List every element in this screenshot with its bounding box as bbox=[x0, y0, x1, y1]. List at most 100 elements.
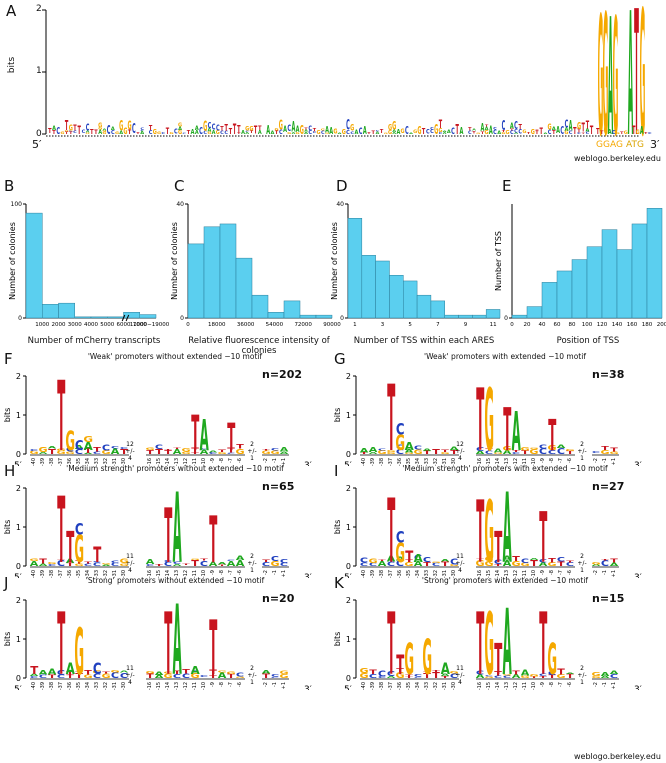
panel-a-letter-T: T bbox=[439, 119, 443, 132]
logo-position-label: -9 bbox=[540, 570, 546, 575]
panel-g-letter: G bbox=[334, 350, 346, 368]
logo-base-letter: T bbox=[485, 447, 493, 452]
logo-five-prime: 5′ bbox=[14, 461, 22, 466]
sequence-logo-H: 0 1 2 bits -40 -39 -38 -37 -36 -35 -34 -33 -32 -31 -30… bbox=[3, 478, 312, 578]
logo-base-letter: G bbox=[145, 670, 154, 674]
logo-position-label: -37 bbox=[58, 570, 64, 578]
panel-a-letter-C: C bbox=[430, 129, 434, 135]
logo-position-label: -16 bbox=[147, 458, 153, 466]
logo-base-letter: T bbox=[566, 673, 574, 679]
logo-base-letter: A bbox=[66, 558, 75, 565]
panel-a-letter-T: T bbox=[472, 130, 475, 135]
logo-ytick: 0 bbox=[16, 562, 21, 571]
logo-base-letter: T bbox=[405, 559, 413, 563]
logo-base-letter: T bbox=[539, 676, 547, 679]
bar-D-7 bbox=[444, 314, 459, 319]
panel-a-letter-T: T bbox=[371, 130, 375, 135]
logo-base-letter: G bbox=[386, 452, 396, 455]
logo-base-letter: G bbox=[145, 447, 155, 451]
logo-base-letter: C bbox=[102, 444, 110, 453]
panel-a-letter-A: A bbox=[510, 121, 514, 131]
panel-a-letter-G: G bbox=[279, 118, 283, 134]
logo-base-letter: G bbox=[226, 670, 235, 674]
logo-base-letter: A bbox=[262, 670, 271, 675]
panel-a-letter-C: C bbox=[548, 130, 552, 136]
logo-five-prime: 5′ bbox=[14, 573, 22, 578]
logo-base-letter: G bbox=[565, 449, 575, 452]
panel-a-ytick-1: 1 bbox=[36, 66, 42, 76]
logo-base-letter: G bbox=[404, 452, 413, 454]
logo-base-letter: T bbox=[432, 670, 440, 673]
panel-a-letter-T: T bbox=[518, 123, 522, 131]
logo-three-prime: 3′ bbox=[634, 573, 642, 578]
panel-a-letter-G: G bbox=[531, 128, 535, 136]
logo-ytick: 2 bbox=[346, 484, 351, 493]
logo-position-label: -38 bbox=[49, 682, 55, 690]
logo-base-letter: G bbox=[74, 563, 83, 567]
logo-three-prime: 3′ bbox=[634, 461, 642, 466]
logo-base-letter: A bbox=[521, 669, 530, 678]
logo-base-letter: T bbox=[548, 674, 556, 679]
panel-a-letter-A: A bbox=[291, 132, 295, 135]
logo-base-letter: A bbox=[227, 560, 237, 568]
logo-ylabel: bits bbox=[333, 632, 342, 647]
logo-base-letter: C bbox=[539, 559, 547, 564]
histogram-C: 0 40 Number of colonies 0 18000 36000 54000 720… bbox=[170, 201, 341, 328]
logo-position-label: -13 bbox=[174, 682, 180, 690]
logo-base-letter: T bbox=[236, 444, 245, 451]
logo-base-letter: A bbox=[530, 558, 540, 561]
logo-position-label: -15 bbox=[156, 570, 162, 578]
logo-base-letter: C bbox=[280, 559, 288, 565]
logo-position-label: -33 bbox=[94, 570, 100, 578]
logo-base-letter: A bbox=[111, 447, 120, 456]
logo-conserved-T: T bbox=[476, 484, 484, 578]
logo-base-letter: C bbox=[164, 561, 172, 567]
logo-base-letter: C bbox=[378, 676, 386, 679]
bar-E-2 bbox=[541, 282, 558, 319]
logo-ytick: 1 bbox=[346, 523, 351, 532]
bar-D-0 bbox=[347, 218, 363, 319]
bar-C-5 bbox=[267, 312, 285, 319]
panel-a-letter-T: T bbox=[582, 133, 586, 135]
panel-a-letter-G: G bbox=[178, 130, 183, 136]
logo-base-letter: C bbox=[236, 672, 244, 678]
logo-ytick: 1 bbox=[16, 523, 21, 532]
logo-base-letter: T bbox=[262, 559, 270, 563]
logo-position-label: -6 bbox=[567, 570, 573, 575]
logo-gap-label: 2 +/-1 bbox=[247, 553, 256, 574]
logo-base-letter: A bbox=[75, 445, 84, 451]
logo-n-count: n=15 bbox=[592, 592, 625, 605]
logo-n-count: n=65 bbox=[262, 480, 295, 493]
logo-base-letter: G bbox=[520, 446, 529, 452]
logo-position-label: -35 bbox=[406, 682, 412, 690]
panel-a-letter-G: G bbox=[65, 130, 69, 132]
logo-conserved-T: T bbox=[494, 636, 502, 685]
logo-base-letter: A bbox=[450, 446, 459, 451]
logo-base-letter: A bbox=[503, 450, 512, 456]
panel-a-letter-T: T bbox=[380, 129, 384, 135]
logo-position-label: -1 bbox=[602, 458, 608, 463]
logo-position-label: -11 bbox=[522, 458, 528, 466]
logo-base-letter: T bbox=[557, 668, 565, 677]
bar-B-1 bbox=[42, 304, 59, 319]
panel-a-letter-C: C bbox=[132, 122, 136, 137]
panel-a-letter-A: A bbox=[459, 125, 463, 136]
panel-a-letter-C: C bbox=[208, 121, 212, 131]
logo-conserved-T: T bbox=[387, 367, 395, 466]
logo-base-letter: A bbox=[30, 560, 40, 568]
logo-base-letter: A bbox=[494, 448, 503, 454]
logo-base-letter: C bbox=[539, 673, 547, 677]
bar-D-4 bbox=[403, 280, 418, 319]
logo-position-label: -37 bbox=[388, 570, 394, 578]
panel-a-letter-A: A bbox=[140, 130, 144, 136]
panel-a-letter-C: C bbox=[203, 130, 207, 136]
hist-ylabel: Number of colonies bbox=[170, 222, 179, 300]
panel-a-letter-A: A bbox=[585, 128, 589, 134]
logo-position-label: -35 bbox=[76, 570, 82, 578]
logo-base-letter: G bbox=[484, 560, 493, 568]
logo-base-letter: G bbox=[377, 450, 386, 456]
logo-base-letter: C bbox=[432, 562, 440, 567]
logo-position-label: -11 bbox=[192, 570, 198, 578]
logo-position-label: -40 bbox=[361, 570, 367, 578]
logo-base-letter: A bbox=[48, 445, 57, 449]
